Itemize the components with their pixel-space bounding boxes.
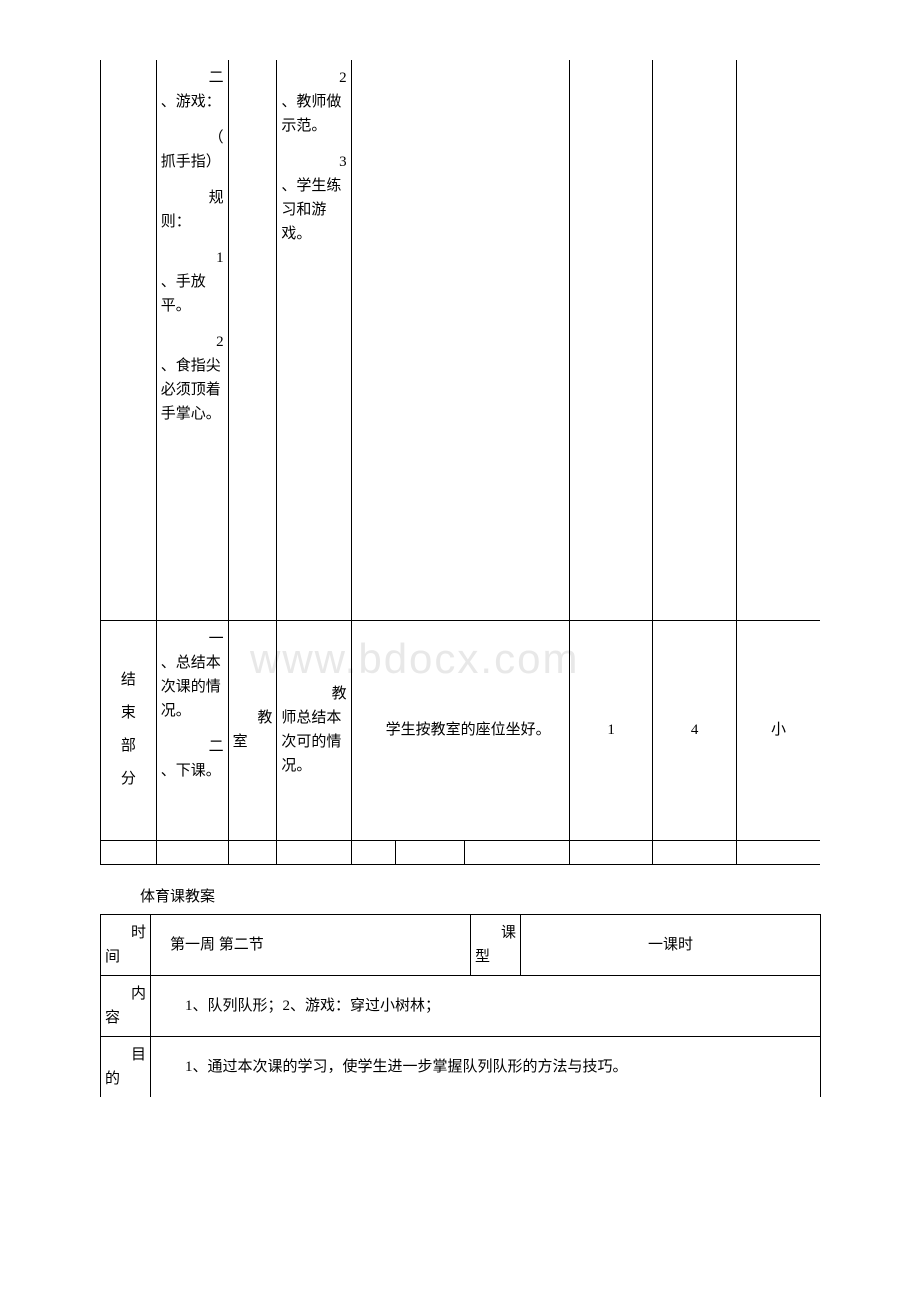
table1-r1c8 <box>736 60 820 620</box>
t2r2c1: 内 容 <box>101 975 151 1036</box>
r2c1-c: 部 <box>105 730 152 763</box>
table1-r1c3 <box>228 60 277 620</box>
t1r1c4-p1-pre: 2 <box>281 66 346 90</box>
table1-r3c5c <box>465 840 569 864</box>
r2c1-b: 束 <box>105 697 152 730</box>
t2r1c1-txt: 间 <box>105 949 120 965</box>
table1-r2c8: 小 <box>736 620 820 840</box>
lesson-table-2: 时 间 第一周 第二节 课 型 一课时 内 容 1、队列队形；2、游戏：穿过小树… <box>100 914 821 1097</box>
t1r2c2-p1-pre: 一 <box>161 627 224 651</box>
table1-r3c8 <box>736 840 820 864</box>
table1-r3c6 <box>569 840 653 864</box>
t2r1c4: 一课时 <box>521 914 821 975</box>
t1r1c2-p3-pre: 规 <box>161 186 224 210</box>
r2c1-d: 分 <box>105 763 152 796</box>
t1r2c2-p2: 、下课。 <box>161 763 221 779</box>
t1r1c4-p2-pre: 3 <box>281 150 346 174</box>
t2r2c1-txt: 容 <box>105 1010 120 1026</box>
t2r2c1-pre: 内 <box>105 982 146 1006</box>
table1-r1c2: 二、游戏： （ 抓手指） 规则： 1 、手放平。 2 、食指尖必须顶着手掌心。 <box>156 60 228 620</box>
lesson-table-1: 二、游戏： （抓手指） 规则： 1、手放平。 2、食指尖必须顶着手掌心。 2、教… <box>100 60 820 865</box>
t1r2c4-txt: 师总结本次可的情况。 <box>281 710 341 774</box>
table1-r1c6 <box>569 60 653 620</box>
t1r1c2-p2: 抓手指） <box>161 154 221 170</box>
table1-r2c3: 教室 <box>228 620 277 840</box>
t2r2c2: 1、队列队形；2、游戏：穿过小树林； <box>151 975 821 1036</box>
t1r1c2-p1: 、游戏： <box>161 94 221 110</box>
t2r3c2: 1、通过本次课的学习，使学生进一步掌握队列队形的方法与技巧。 <box>151 1036 821 1097</box>
t2r1c2: 第一周 第二节 <box>151 914 471 975</box>
table1-r2c1: 结 束 部 分 <box>101 620 157 840</box>
table1-r2c5: 学生按教室的座位坐好。 <box>351 620 569 840</box>
t1r1c2-p1-pre: 二 <box>161 66 224 90</box>
table1-r3c5b <box>395 840 465 864</box>
t1r1c2-p3: 则： <box>161 214 191 230</box>
table1-r3c1 <box>101 840 157 864</box>
table1-r1c1 <box>101 60 157 620</box>
t1r1c2-p4-pre: 1 <box>161 246 224 270</box>
table1-r3c2 <box>156 840 228 864</box>
table1-r1c4: 2 、教师做示范。 3 、学生练习和游戏。 <box>277 60 351 620</box>
t1r1c2-p5: 、食指尖必须顶着手掌心。 <box>161 358 221 422</box>
t1r1c4-p2: 、学生练习和游戏。 <box>281 178 341 242</box>
t1r2c4-pre: 教 <box>281 682 346 706</box>
t1r1c2-p4: 、手放平。 <box>161 274 206 314</box>
t1r1c4-p1: 、教师做示范。 <box>281 94 341 134</box>
table1-r3c5a <box>351 840 395 864</box>
t2r3c1: 目 的 <box>101 1036 151 1097</box>
t2r1c3: 课 型 <box>471 914 521 975</box>
table1-r2c7: 4 <box>653 620 737 840</box>
t1r2c3-pre: 教 <box>233 706 273 730</box>
table1-r1c7 <box>653 60 737 620</box>
r2c1-a: 结 <box>105 664 152 697</box>
t1r1c2-p5-pre: 2 <box>161 330 224 354</box>
t2r3c1-pre: 目 <box>105 1043 146 1067</box>
t1r2c2-p2-pre: 二 <box>161 735 224 759</box>
t2r1c3-txt: 型 <box>475 949 490 965</box>
table2-caption: 体育课教案 <box>140 885 920 906</box>
table1-r1c5 <box>351 60 569 620</box>
table1-r3c7 <box>653 840 737 864</box>
t2r1c1: 时 间 <box>101 914 151 975</box>
table1-r3c3 <box>228 840 277 864</box>
t1r2c2-p1: 、总结本次课的情况。 <box>161 655 221 719</box>
table1-r2c6: 1 <box>569 620 653 840</box>
t1r1c2-p2-pre: （ <box>161 126 224 150</box>
t2r3c1-txt: 的 <box>105 1071 120 1087</box>
t1r2c3-txt: 室 <box>233 734 248 750</box>
t2r1c3-pre: 课 <box>475 921 516 945</box>
table1-r2c2: 一、总结本次课的情况。 二、下课。 <box>156 620 228 840</box>
t2r1c1-pre: 时 <box>105 921 146 945</box>
table1-r3c4 <box>277 840 351 864</box>
table1-r2c4: 教师总结本次可的情况。 <box>277 620 351 840</box>
